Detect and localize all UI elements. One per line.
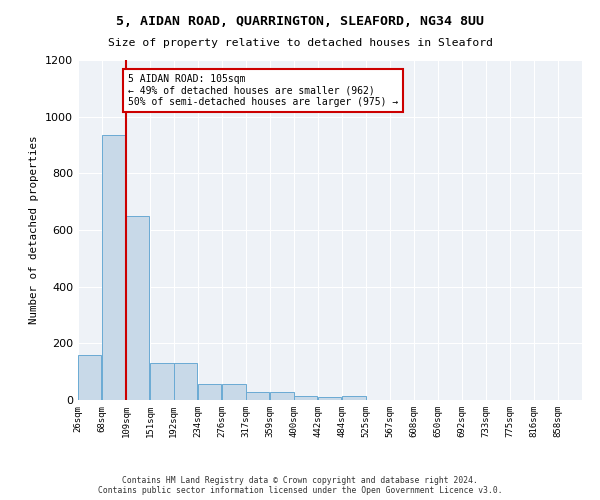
Bar — [293, 396, 317, 400]
Text: Size of property relative to detached houses in Sleaford: Size of property relative to detached ho… — [107, 38, 493, 48]
Bar — [198, 384, 221, 400]
Text: Contains HM Land Registry data © Crown copyright and database right 2024.
Contai: Contains HM Land Registry data © Crown c… — [98, 476, 502, 495]
Bar — [222, 384, 245, 400]
Text: 5 AIDAN ROAD: 105sqm
← 49% of detached houses are smaller (962)
50% of semi-deta: 5 AIDAN ROAD: 105sqm ← 49% of detached h… — [128, 74, 398, 108]
Bar — [150, 363, 173, 400]
Bar — [270, 392, 293, 400]
Bar — [78, 354, 101, 400]
Text: 5, AIDAN ROAD, QUARRINGTON, SLEAFORD, NG34 8UU: 5, AIDAN ROAD, QUARRINGTON, SLEAFORD, NG… — [116, 15, 484, 28]
Bar — [246, 392, 269, 400]
Bar — [102, 135, 126, 400]
Bar — [174, 363, 197, 400]
Y-axis label: Number of detached properties: Number of detached properties — [29, 136, 40, 324]
Bar — [126, 216, 149, 400]
Bar — [318, 397, 341, 400]
Bar — [342, 396, 365, 400]
